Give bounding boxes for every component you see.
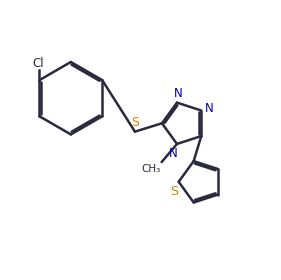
Text: N: N [205,102,213,115]
Text: N: N [168,147,177,160]
Text: S: S [170,185,178,198]
Text: Cl: Cl [32,57,44,69]
Text: S: S [131,116,139,129]
Text: N: N [174,87,183,101]
Text: CH₃: CH₃ [141,164,160,174]
